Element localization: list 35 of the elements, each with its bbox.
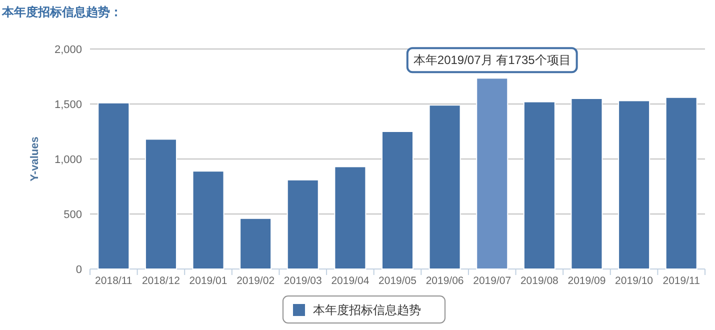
y-axis-title: Y-values (29, 136, 41, 182)
y-tick-label: 1,000 (54, 154, 82, 166)
bar (382, 131, 414, 270)
x-tick-label: 2019/02 (236, 275, 275, 287)
bar (286, 179, 319, 270)
annotation: 本年2019/07月 有1735个项目 (413, 53, 571, 68)
x-tick-label: 2019/08 (520, 275, 559, 287)
x-tick-label: 2019/10 (615, 275, 654, 287)
y-tick-label: 0 (76, 264, 82, 276)
bar (192, 170, 224, 270)
y-tick-label: 500 (64, 209, 82, 221)
x-tick-label: 2019/07 (473, 275, 512, 287)
x-tick-label: 2019/03 (284, 275, 322, 287)
legend-label: 本年度招标信息趋势 (313, 303, 421, 317)
x-tick-label: 2019/04 (331, 275, 370, 287)
bar (144, 138, 177, 270)
x-tick-label: 2019/11 (662, 275, 700, 287)
bar (523, 101, 556, 270)
y-tick-label: 2,000 (54, 44, 82, 56)
bar (240, 218, 272, 270)
x-tick-label: 2018/12 (142, 275, 180, 287)
x-tick-label: 2019/05 (378, 275, 417, 287)
x-tick-label: 2019/01 (189, 275, 228, 287)
x-tick-label: 2019/06 (426, 275, 464, 287)
bar (98, 102, 130, 270)
bar (570, 98, 603, 270)
bar (334, 166, 366, 270)
bar (476, 78, 508, 270)
x-tick-label: 2018/11 (95, 275, 132, 287)
y-tick-label: 1,500 (54, 99, 82, 111)
x-tick-label: 2019/09 (568, 275, 606, 287)
chart-title: 本年度招标信息趋势： (1, 5, 122, 19)
bar (665, 96, 698, 270)
bar (618, 100, 650, 270)
bar (428, 104, 461, 270)
